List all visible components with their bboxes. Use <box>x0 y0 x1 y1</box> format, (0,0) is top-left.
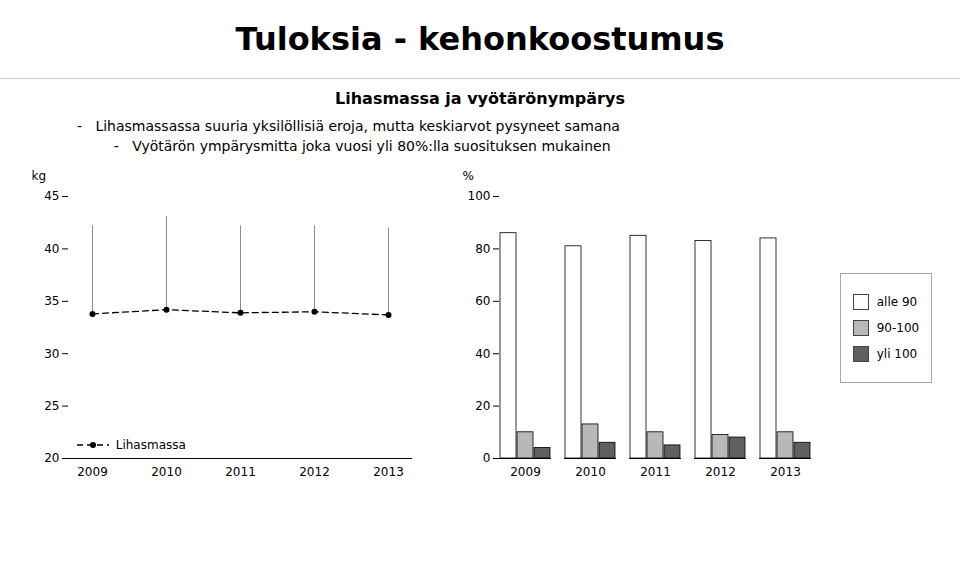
svg-text:45: 45 <box>44 189 59 203</box>
html-text:90-100: 90-100 <box>876 321 920 335</box>
svg-text:2013: 2013 <box>770 465 801 479</box>
svg-text:2012: 2012 <box>705 465 736 479</box>
html-text:alle 90: alle 90 <box>876 295 918 309</box>
svg-text:20: 20 <box>44 451 59 465</box>
svg-text:20: 20 <box>475 399 490 413</box>
svg-text:2011: 2011 <box>640 465 671 479</box>
svg-text:100: 100 <box>467 189 490 203</box>
html-text:- Vyötärön ympärysmitta joka v: - Vyötärön ympärysmitta joka vuosi yli 8… <box>96 138 611 154</box>
svg-text:2011: 2011 <box>225 465 256 479</box>
svg-text:2009: 2009 <box>77 465 108 479</box>
svg-text:2012: 2012 <box>299 465 330 479</box>
svg-text:80: 80 <box>475 242 490 256</box>
html-text:yli 100: yli 100 <box>876 347 918 361</box>
svg-text:2010: 2010 <box>575 465 606 479</box>
html-text:Tuloksia - kehonkoostumus: Tuloksia - kehonkoostumus <box>235 20 725 58</box>
svg-text:%: % <box>462 169 473 183</box>
svg-text:60: 60 <box>475 294 490 308</box>
html-text:Lihasmassa ja vyötärönympärys: Lihasmassa ja vyötärönympärys <box>335 89 625 108</box>
svg-text:2013: 2013 <box>373 465 404 479</box>
svg-text:0: 0 <box>483 451 491 465</box>
svg-text:35: 35 <box>44 294 59 308</box>
html-text:- Lihasmassassa suuria yksilöl: - Lihasmassassa suuria yksilöllisiä eroj… <box>77 118 620 134</box>
svg-text:25: 25 <box>44 399 59 413</box>
svg-text:40: 40 <box>475 347 490 361</box>
html-text:Lihasmassa: Lihasmassa <box>115 438 186 452</box>
svg-text:kg: kg <box>31 169 46 183</box>
svg-text:2009: 2009 <box>510 465 541 479</box>
svg-text:2010: 2010 <box>151 465 182 479</box>
svg-text:40: 40 <box>44 242 59 256</box>
svg-text:30: 30 <box>44 347 59 361</box>
